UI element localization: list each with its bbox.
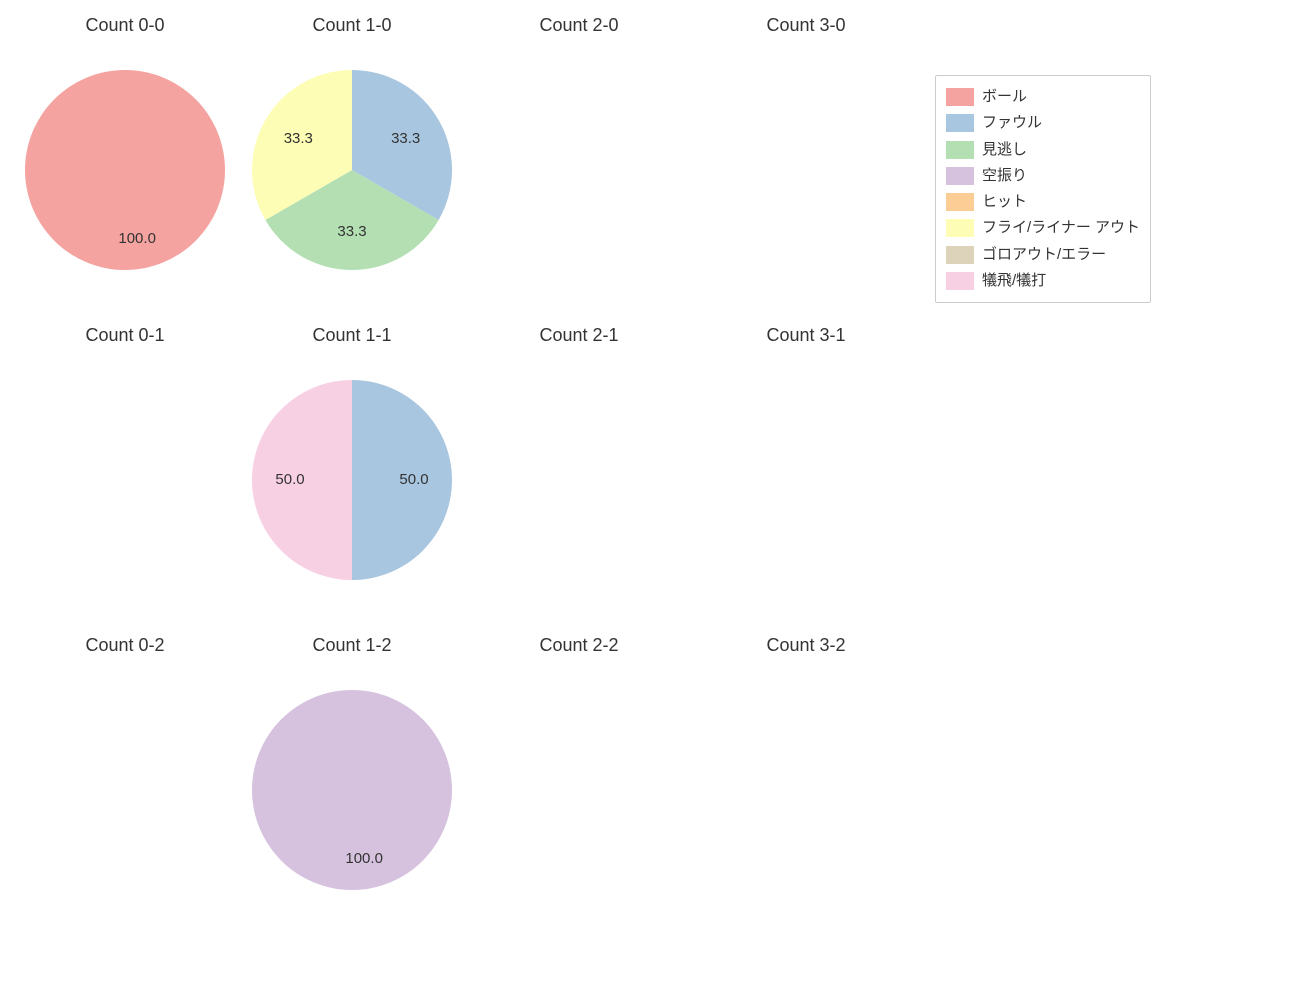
panel-title: Count 3-2 — [706, 635, 906, 656]
legend-label: 犠飛/犠打 — [982, 268, 1046, 294]
legend-swatch — [946, 272, 974, 290]
legend-item-sac: 犠飛/犠打 — [946, 268, 1140, 294]
legend-item-ground_out: ゴロアウト/エラー — [946, 242, 1140, 268]
legend-swatch — [946, 114, 974, 132]
pie-c02 — [25, 690, 225, 890]
pie-slice-label: 33.3 — [391, 130, 420, 147]
pie-c11: 50.0 50.0 — [252, 380, 452, 580]
panel-c22: Count 2-2 — [479, 635, 679, 890]
legend-label: フライ/ライナー アウト — [982, 215, 1140, 241]
panel-c02: Count 0-2 — [25, 635, 225, 890]
panel-c12: Count 1-2 100.0 — [252, 635, 452, 890]
legend-swatch — [946, 88, 974, 106]
legend-label: 空振り — [982, 163, 1027, 189]
panel-title: Count 1-1 — [252, 325, 452, 346]
legend-item-swinging: 空振り — [946, 163, 1140, 189]
legend-swatch — [946, 193, 974, 211]
panel-title: Count 0-2 — [25, 635, 225, 656]
legend-label: ゴロアウト/エラー — [982, 242, 1106, 268]
legend-swatch — [946, 219, 974, 237]
panel-title: Count 2-1 — [479, 325, 679, 346]
panel-c00: Count 0-0 100.0 — [25, 15, 225, 270]
legend-item-ball: ボール — [946, 84, 1140, 110]
panel-c31: Count 3-1 — [706, 325, 906, 580]
panel-c32: Count 3-2 — [706, 635, 906, 890]
pie-c31 — [706, 380, 906, 580]
legend-item-looking: 見逃し — [946, 137, 1140, 163]
pie-slice-label: 50.0 — [399, 471, 428, 488]
legend-label: ヒット — [982, 189, 1027, 215]
legend-label: 見逃し — [982, 137, 1027, 163]
pie-c00: 100.0 — [25, 70, 225, 270]
legend-swatch — [946, 246, 974, 264]
pie-slice-label: 100.0 — [118, 230, 156, 247]
pie-c21 — [479, 380, 679, 580]
pie-c20 — [479, 70, 679, 270]
panel-c10: Count 1-0 33.3 33.3 33.3 — [252, 15, 452, 270]
pie-slice-label: 33.3 — [337, 223, 366, 240]
legend-item-fly_out: フライ/ライナー アウト — [946, 215, 1140, 241]
panel-title: Count 3-0 — [706, 15, 906, 36]
pie-slice-label: 50.0 — [275, 471, 304, 488]
legend-item-hit: ヒット — [946, 189, 1140, 215]
legend-swatch — [946, 141, 974, 159]
pie-c01 — [25, 380, 225, 580]
pie-slice-label: 100.0 — [345, 850, 383, 867]
panel-title: Count 3-1 — [706, 325, 906, 346]
pie-c32 — [706, 690, 906, 890]
panel-title: Count 1-2 — [252, 635, 452, 656]
panel-c11: Count 1-1 50.0 50.0 — [252, 325, 452, 580]
legend-swatch — [946, 167, 974, 185]
panel-title: Count 0-1 — [25, 325, 225, 346]
legend-item-foul: ファウル — [946, 110, 1140, 136]
panel-c30: Count 3-0 — [706, 15, 906, 270]
panel-title: Count 1-0 — [252, 15, 452, 36]
legend-label: ファウル — [982, 110, 1042, 136]
pie-c12: 100.0 — [252, 690, 452, 890]
panel-title: Count 0-0 — [25, 15, 225, 36]
panel-c01: Count 0-1 — [25, 325, 225, 580]
pie-grid-figure: Count 0-0100.0Count 1-033.333.333.3Count… — [0, 0, 1300, 1000]
pie-c30 — [706, 70, 906, 270]
legend-label: ボール — [982, 84, 1027, 110]
panel-c20: Count 2-0 — [479, 15, 679, 270]
pie-c10: 33.3 33.3 33.3 — [252, 70, 452, 270]
legend: ボールファウル見逃し空振りヒットフライ/ライナー アウトゴロアウト/エラー犠飛/… — [935, 75, 1151, 303]
pie-slice-label: 33.3 — [284, 130, 313, 147]
panel-c21: Count 2-1 — [479, 325, 679, 580]
panel-title: Count 2-2 — [479, 635, 679, 656]
panel-title: Count 2-0 — [479, 15, 679, 36]
pie-c22 — [479, 690, 679, 890]
